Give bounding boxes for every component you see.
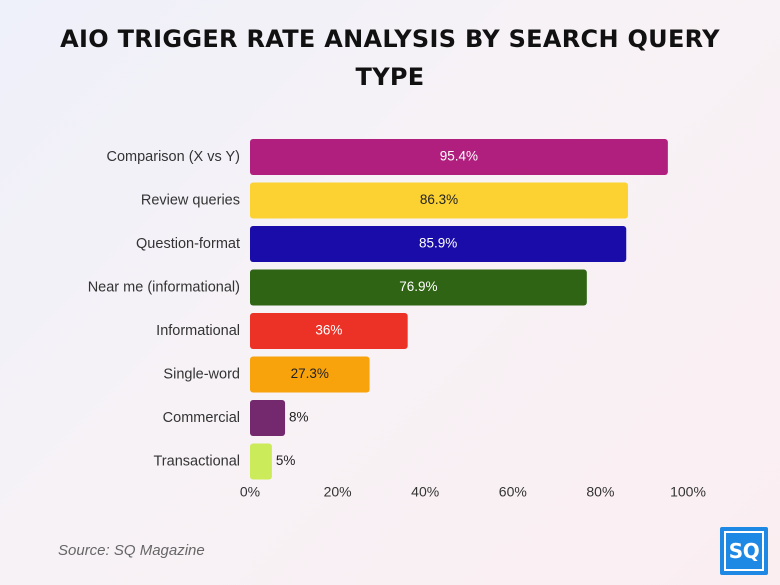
bar-value-label: 86.3% <box>420 192 458 207</box>
x-tick-label: 80% <box>586 484 614 500</box>
category-label: Informational <box>156 323 240 339</box>
bar-value-label: 27.3% <box>291 366 329 381</box>
bar-value-label: 5% <box>276 453 296 468</box>
category-label: Near me (informational) <box>88 279 240 295</box>
x-tick-label: 0% <box>240 484 260 500</box>
x-tick-label: 40% <box>411 484 439 500</box>
category-label: Single-word <box>163 366 240 382</box>
bar <box>250 356 370 393</box>
x-tick-label: 60% <box>499 484 527 500</box>
bar <box>250 313 408 349</box>
x-tick-label: 100% <box>670 484 706 500</box>
bar <box>250 269 587 306</box>
source-note: Source: SQ Magazine <box>58 542 205 559</box>
bar <box>250 226 627 262</box>
bar-value-label: 36% <box>315 323 342 338</box>
chart-title: AIO TRIGGER RATE ANALYSIS BY SEARCH QUER… <box>60 25 720 91</box>
category-label: Transactional <box>153 453 240 469</box>
bar-value-label: 76.9% <box>399 279 437 294</box>
sq-logo-text: SQ <box>724 531 764 571</box>
category-label: Commercial <box>163 410 240 426</box>
bar <box>250 400 286 436</box>
bar <box>250 182 628 219</box>
bar-value-label: 85.9% <box>419 236 457 251</box>
sq-logo: SQ <box>720 527 768 575</box>
bar <box>250 139 668 175</box>
category-label: Comparison (X vs Y) <box>107 149 241 165</box>
category-label: Review queries <box>141 192 240 208</box>
category-label: Question-format <box>136 236 240 252</box>
bar-value-label: 8% <box>289 410 309 425</box>
bar-value-label: 95.4% <box>440 149 478 164</box>
x-tick-label: 20% <box>324 484 352 500</box>
bar <box>250 443 272 480</box>
bar-chart: Comparison (X vs Y) 95.4% Review queries 86… <box>88 139 706 500</box>
